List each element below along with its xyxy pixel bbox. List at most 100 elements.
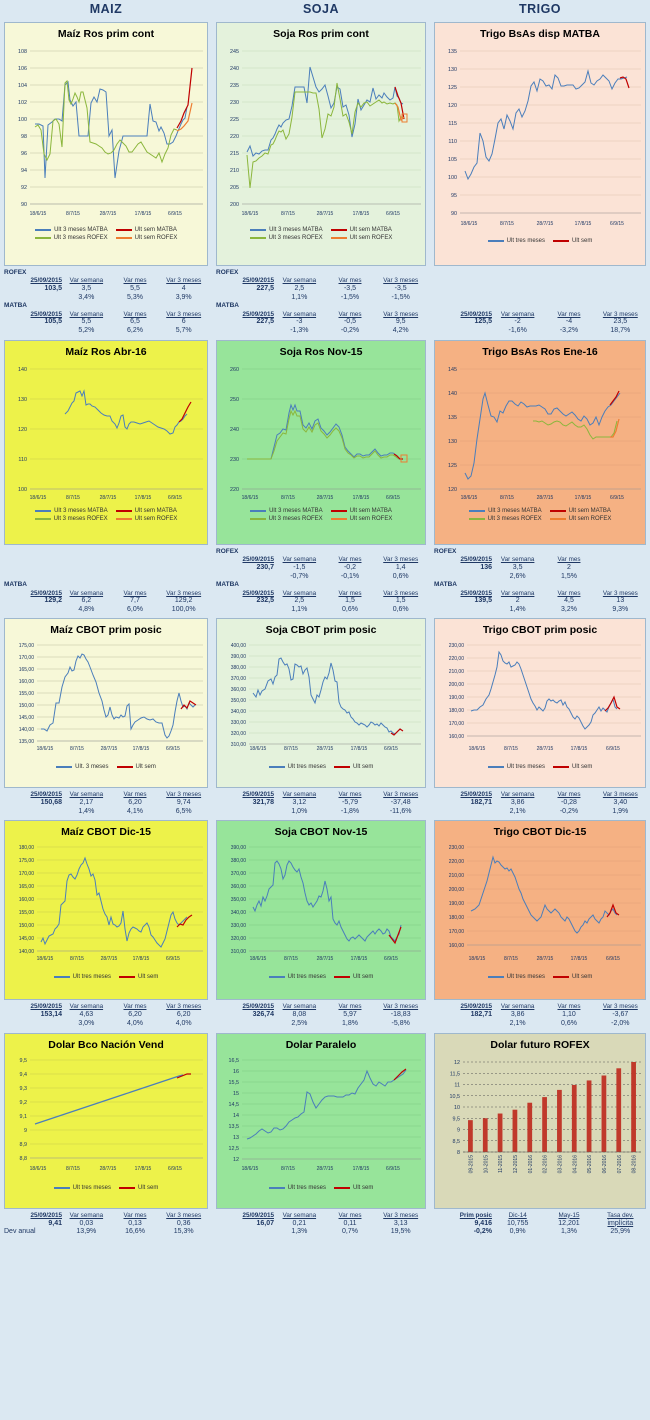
row-cbot-contract-tables: 25/09/2015 Var semana Var mes Var 3 mese… [0,1002,650,1028]
legend-item-ultsem-rofex: Ult sem ROFEX [549,516,611,522]
svg-text:100: 100 [18,117,27,123]
bar [616,1067,622,1152]
cell-var-semana-pct: 1,0% [291,807,308,815]
legend-item-ult3-matba: Ult 3 meses MATBA [250,508,323,514]
svg-text:110: 110 [448,139,457,145]
cell-var-3meses: 9,5 [395,318,406,326]
legend-item-ult-sem: Ult sem [553,764,592,770]
chart-legend: Ult tres meses Ult sem [7,1185,205,1193]
cell-var-semana-pct: 5,2% [78,327,95,335]
chart-plot-area: 400,00 390,00 380,00 370,00 360,00 350,00 3… [219,637,423,763]
col-var-semana: Var semana [69,310,104,318]
cell-var-mes-pct: 6,0% [127,606,143,614]
chart-legend: Ult 3 meses MATBA Ult sem MATBA Ult 3 me… [219,227,423,243]
cell-var-3meses: 13 [616,597,625,605]
legend-item-ult-sem: Ult sem [334,764,373,770]
legend-item-ult3-rofex: Ult 3 meses ROFEX [468,516,542,522]
cell-var-semana: -1,5 [293,563,306,571]
cell-value: 125,5 [474,318,492,326]
svg-text:145: 145 [448,367,457,373]
table-row: 9,41 0,03 0,13 0,36 [4,1220,208,1229]
col-var-mes: Var mes [338,790,362,798]
col-var-mes: Var mes [557,310,581,318]
svg-text:240: 240 [230,427,239,433]
svg-text:18/6/15: 18/6/15 [242,495,259,501]
table-header-row: 25/09/2015 Var semana Var mes Var 3 mese… [434,590,646,598]
legend-item-ult3-matba: Ult 3 meses MATBA [250,227,323,233]
svg-text:9,4: 9,4 [20,1072,28,1078]
chart-plot-area: 180,00 175,00 170,00 165,00 160,00 155,00 1… [7,839,205,973]
table-header-row: 25/09/2015 Var semana Var mes Var 3 mese… [434,1003,646,1011]
svg-text:10: 10 [454,1105,460,1111]
table-maiz-cbot-prim: 25/09/2015 Var semana Var mes Var 3 mese… [0,790,212,816]
svg-text:98: 98 [21,134,27,140]
cell-var-semana: 6,2 [81,597,92,605]
col-var-mes: Var mes [557,556,581,564]
table-source-label: MATBA [4,581,27,589]
chart-title: Trigo CBOT prim posic [482,623,598,636]
panel-trigo-cbot-dic15: Trigo CBOT Dic-15 230,00 220,00 210,00 200… [430,818,650,1002]
svg-text:320,00: 320,00 [231,731,247,737]
svg-text:8/7/15: 8/7/15 [500,495,514,501]
col-var-semana: Var semana [282,556,317,564]
table-row-pct: 2,1% 0,6% -2,0% [434,1020,646,1029]
table-header-row: 25/09/2015 Var semana Var mes Var 3 mese… [216,311,426,319]
svg-text:17/8/15: 17/8/15 [575,221,592,227]
svg-text:90: 90 [451,211,457,217]
col-var-3meses: Var 3 meses [602,310,638,318]
bar [571,1084,577,1152]
table-header-row: 25/09/2015 Var semana Var mes Var 3 mese… [434,311,646,319]
table-row: 227,5 -3 -0,5 9,5 [216,318,426,327]
x-tick-label: 10-2015 [483,1154,489,1173]
svg-text:9,2: 9,2 [20,1100,28,1106]
cell-var-3meses: 129,2 [174,597,193,605]
chart-title: Soja CBOT prim posic [265,623,377,636]
svg-text:310,00: 310,00 [231,742,247,748]
svg-text:125: 125 [448,85,457,91]
svg-text:18/6/15: 18/6/15 [461,495,478,501]
table-header-row: 25/09/2015 Var semana Var mes Var 3 mese… [4,1003,208,1011]
cell-var-mes-pct: 1,8% [342,1019,358,1027]
cell-var-mes: 0,11 [343,1219,357,1227]
legend-item-ult-tres-meses: Ult tres meses [487,238,545,244]
table-row-pct: 1,4% 4,1% 6,5% [4,808,208,817]
col-date: 25/09/2015 [30,790,62,798]
svg-text:9: 9 [457,1127,460,1133]
svg-text:180,00: 180,00 [449,708,465,714]
legend-item-ult-sem: Ult sem [119,1185,158,1191]
cell-var-semana-pct: -0,7% [290,572,309,580]
svg-text:235: 235 [230,83,239,89]
svg-text:330,00: 330,00 [231,720,247,726]
table-row: 9,416 10,755 12,201 implícita [434,1220,646,1229]
svg-text:100: 100 [448,175,457,181]
table-header-row: 25/09/2015 Var semana Var mes Var 3 mese… [434,791,646,799]
col-date: 25/09/2015 [460,310,492,318]
svg-text:140,00: 140,00 [19,949,35,955]
svg-text:9,5: 9,5 [20,1058,28,1064]
chart-legend: Ult tres meses Ult sem [7,974,205,982]
chart-title: Soja Ros prim cont [273,28,369,40]
col-var-3meses: Var 3 meses [383,1003,419,1011]
svg-text:120: 120 [18,427,27,433]
table-trigo-ene16: ROFEX 25/09/2015 Var semana Var mes 136 … [430,547,650,615]
legend-item-ult3-rofex: Ult 3 meses ROFEX [249,235,323,241]
table-row-dev-anual: Dev anual 13,9% 16,6% 15,3% [4,1228,208,1237]
cell-var-3meses: -3,67 [612,1011,629,1019]
legend-item-ultsem-rofex: Ult sem ROFEX [330,516,392,522]
x-tick-label: 02-2016 [543,1154,549,1173]
cell-var-mes-pct: 0,6% [342,606,358,614]
chart-plot-area: 108 106 104 102 100 98 96 94 92 90 [7,41,205,226]
svg-text:310,00: 310,00 [231,949,247,955]
panel-trigo-bsas-ros-ene16: Trigo BsAs Ros Ene-16 145 140 135 130 125 1… [430,338,650,547]
svg-text:210: 210 [230,168,239,174]
cell-var-3meses: 1,5 [395,597,406,605]
table-row-pct: 3,0% 4,0% 4,0% [4,1020,208,1029]
svg-text:230,00: 230,00 [449,845,465,851]
svg-text:125: 125 [448,463,457,469]
chart-legend: Ult 3 meses MATBA Ult sem MATBA Ult 3 me… [219,508,423,524]
svg-text:8/7/15: 8/7/15 [284,956,298,962]
table-row-pct: 3,4% 5,3% 3,9% [4,294,208,303]
cell-value: 326,74 [252,1011,274,1019]
row-cbot-prim-tables: 25/09/2015 Var semana Var mes Var 3 mese… [0,790,650,816]
cell-var-semana: 3,86 [510,798,525,806]
